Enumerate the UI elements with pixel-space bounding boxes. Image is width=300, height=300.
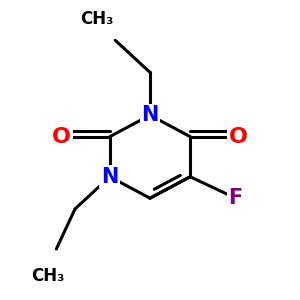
Text: O: O [229, 127, 248, 147]
Text: N: N [141, 105, 159, 125]
Text: CH₃: CH₃ [80, 10, 113, 28]
Text: F: F [229, 188, 243, 208]
Text: CH₃: CH₃ [32, 267, 65, 285]
Text: O: O [52, 127, 71, 147]
Text: N: N [101, 167, 118, 187]
